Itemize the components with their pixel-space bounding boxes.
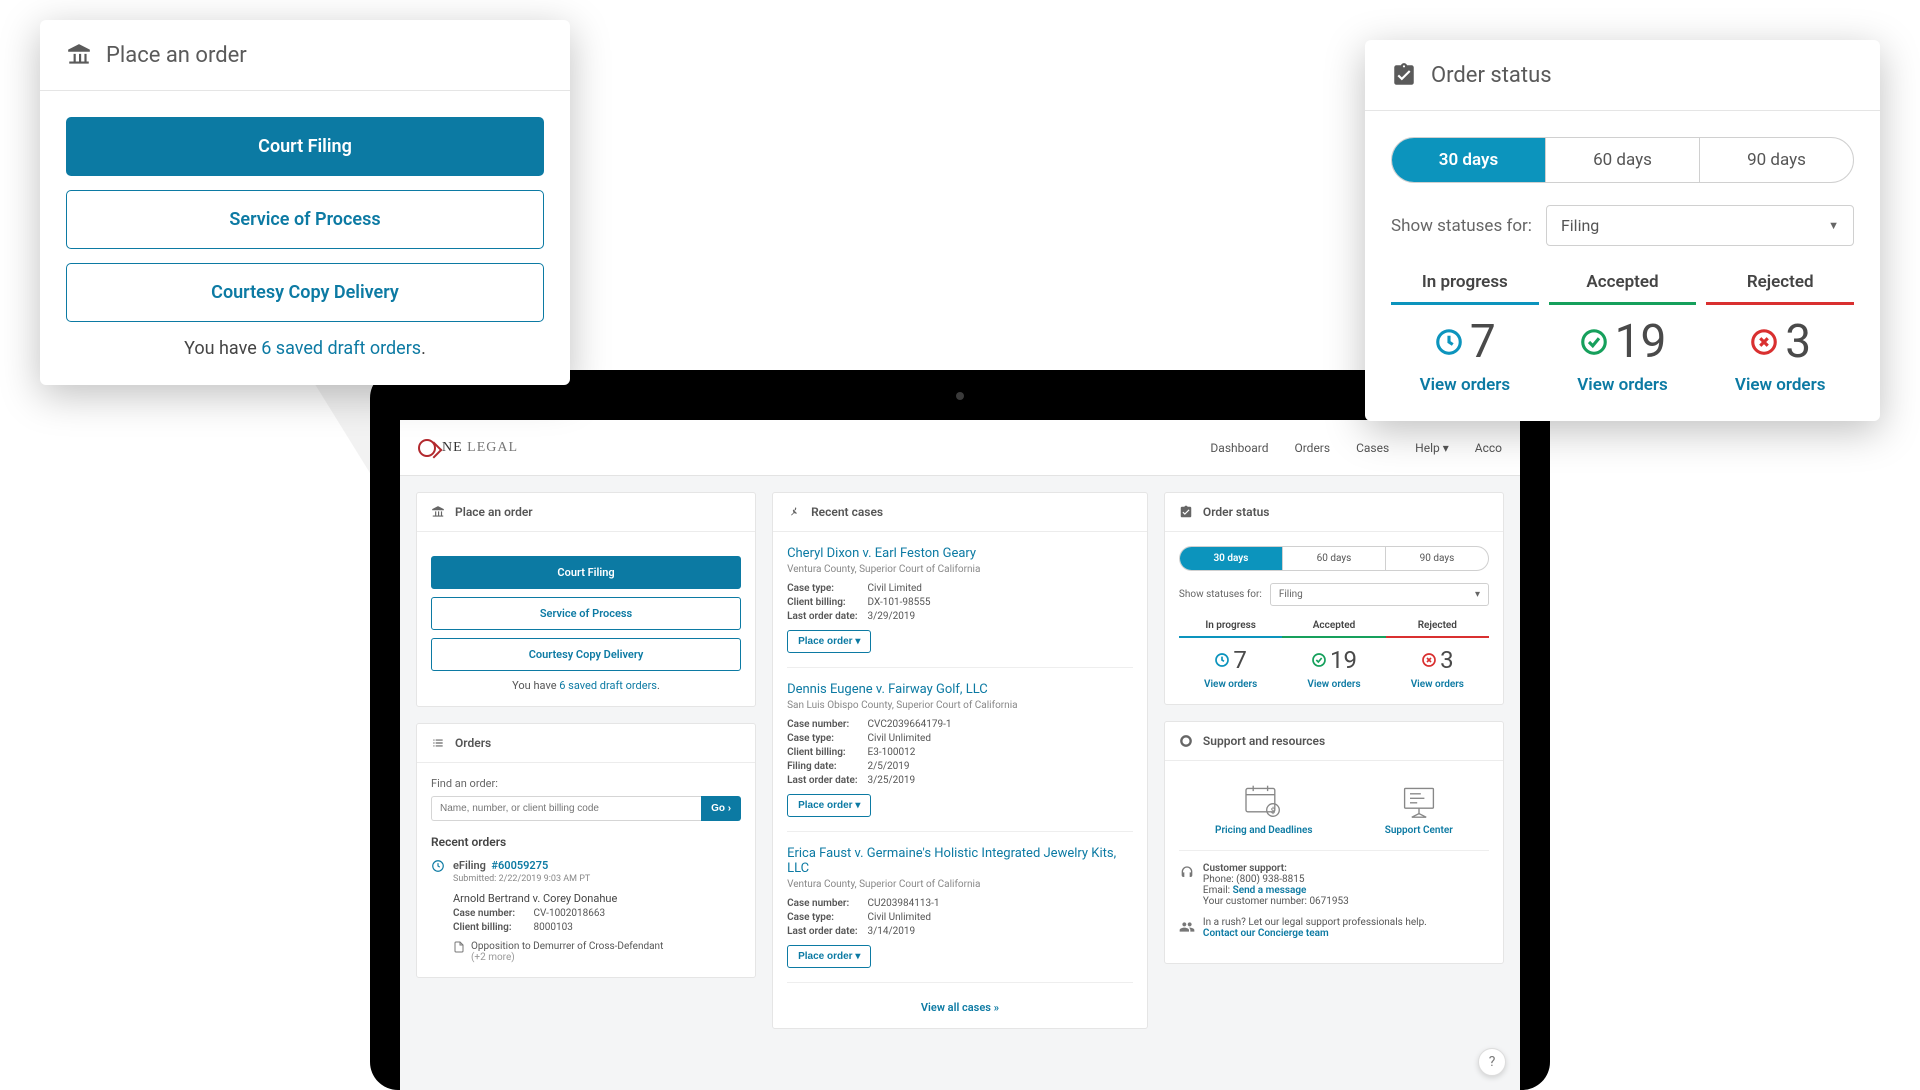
saved-drafts-link[interactable]: 6 saved draft orders xyxy=(261,338,421,359)
order-status-card: Order status 30 days 60 days 90 days Sho… xyxy=(1164,492,1504,705)
popout-title: Place an order xyxy=(106,43,247,68)
primary-nav: Dashboard Orders Cases Help ▾ Acco xyxy=(1210,441,1502,455)
chevron-down-icon: ▾ xyxy=(1475,589,1480,600)
send-message-link[interactable]: Send a message xyxy=(1233,885,1307,896)
check-circle-icon xyxy=(1311,652,1327,668)
view-orders-link[interactable]: View orders xyxy=(1282,679,1385,690)
lifebuoy-icon xyxy=(1179,734,1193,748)
pin-icon xyxy=(787,505,801,519)
view-orders-link[interactable]: View orders xyxy=(1179,679,1282,690)
nav-cases[interactable]: Cases xyxy=(1356,441,1389,455)
nav-orders[interactable]: Orders xyxy=(1294,441,1330,455)
order-ref-link[interactable]: #60059275 xyxy=(491,859,548,872)
recent-cases-card: Recent cases Cheryl Dixon v. Earl Feston… xyxy=(772,492,1148,1029)
place-order-button[interactable]: Place order ▾ xyxy=(787,794,871,817)
service-of-process-button[interactable]: Service of Process xyxy=(431,597,741,630)
view-orders-link[interactable]: View orders xyxy=(1706,375,1854,395)
popout-header: Place an order xyxy=(40,20,570,91)
order-status-popout: Order status 30 days 60 days 90 days Sho… xyxy=(1365,40,1880,421)
view-orders-link[interactable]: View orders xyxy=(1391,375,1539,395)
courthouse-icon xyxy=(66,42,92,68)
nav-dashboard[interactable]: Dashboard xyxy=(1210,441,1268,455)
courtesy-copy-button[interactable]: Courtesy Copy Delivery xyxy=(431,638,741,671)
court-filing-button[interactable]: Court Filing xyxy=(66,117,544,176)
status-filter-label: Show statuses for: xyxy=(1391,216,1532,236)
case-title-link[interactable]: Cheryl Dixon v. Earl Feston Geary xyxy=(787,546,1133,561)
clipboard-check-icon xyxy=(1179,505,1193,519)
segment-90-days[interactable]: 90 days xyxy=(1386,547,1488,570)
status-filter-dropdown[interactable]: Filing▾ xyxy=(1270,583,1489,606)
tablet-device-frame: NE LEGAL Dashboard Orders Cases Help ▾ A… xyxy=(370,370,1550,1090)
case-title-link[interactable]: Dennis Eugene v. Fairway Golf, LLC xyxy=(787,682,1133,697)
status-col-rejected: Rejected 3 View orders xyxy=(1706,272,1854,395)
nav-account[interactable]: Acco xyxy=(1475,441,1502,455)
saved-drafts-text: You have 6 saved draft orders. xyxy=(66,338,544,359)
popout-title: Order status xyxy=(1431,63,1552,88)
x-circle-icon xyxy=(1749,327,1779,357)
service-of-process-button[interactable]: Service of Process xyxy=(66,190,544,249)
orders-card: Orders Find an order: Go › Recent orders xyxy=(416,723,756,978)
segment-30-days[interactable]: 30 days xyxy=(1180,547,1283,570)
clock-icon xyxy=(1214,652,1230,668)
place-order-popout: Place an order Court Filing Service of P… xyxy=(40,20,570,385)
x-circle-icon xyxy=(1421,652,1437,668)
chevron-down-icon: ▼ xyxy=(1828,219,1839,232)
segment-60-days[interactable]: 60 days xyxy=(1546,138,1700,182)
app-header: NE LEGAL Dashboard Orders Cases Help ▾ A… xyxy=(400,420,1520,476)
brand-logo[interactable]: NE LEGAL xyxy=(418,439,518,457)
case-item: Dennis Eugene v. Fairway Golf, LLC San L… xyxy=(787,682,1133,832)
help-fab-button[interactable]: ? xyxy=(1478,1048,1506,1076)
people-icon xyxy=(1179,919,1195,935)
svg-text:$: $ xyxy=(1270,806,1275,816)
court-filing-button[interactable]: Court Filing xyxy=(431,556,741,589)
camera-dot xyxy=(956,392,964,400)
support-card: Support and resources $ Pricing and Dead… xyxy=(1164,721,1504,964)
concierge-link[interactable]: Contact our Concierge team xyxy=(1203,928,1329,939)
nav-help[interactable]: Help ▾ xyxy=(1415,441,1449,455)
presentation-icon xyxy=(1397,783,1441,819)
clock-icon xyxy=(431,859,445,873)
courtesy-copy-button[interactable]: Courtesy Copy Delivery xyxy=(66,263,544,322)
place-order-button[interactable]: Place order ▾ xyxy=(787,630,871,653)
status-col-in-progress: In progress 7 View orders xyxy=(1391,272,1539,395)
place-order-button[interactable]: Place order ▾ xyxy=(787,945,871,968)
case-item: Cheryl Dixon v. Earl Feston Geary Ventur… xyxy=(787,546,1133,668)
segment-60-days[interactable]: 60 days xyxy=(1283,547,1386,570)
place-order-card: Place an order Court Filing Service of P… xyxy=(416,492,756,707)
document-icon xyxy=(453,941,465,953)
recent-order-item: eFiling #60059275 Submitted: 2/22/2019 9… xyxy=(431,859,741,963)
search-go-button[interactable]: Go › xyxy=(701,796,741,821)
case-item: Erica Faust v. Germaine's Holistic Integ… xyxy=(787,846,1133,983)
check-circle-icon xyxy=(1579,327,1609,357)
calendar-money-icon: $ xyxy=(1242,783,1286,819)
case-title-link[interactable]: Erica Faust v. Germaine's Holistic Integ… xyxy=(787,846,1133,876)
support-center-link[interactable]: Support Center xyxy=(1385,783,1453,836)
view-all-cases-link[interactable]: View all cases » xyxy=(787,997,1133,1014)
list-icon xyxy=(431,736,445,750)
saved-drafts-link[interactable]: 6 saved draft orders xyxy=(559,679,657,692)
popout-header: Order status xyxy=(1365,40,1880,111)
segment-90-days[interactable]: 90 days xyxy=(1700,138,1853,182)
headset-icon xyxy=(1179,865,1195,881)
timeframe-segmented-control: 30 days 60 days 90 days xyxy=(1391,137,1854,183)
segment-30-days[interactable]: 30 days xyxy=(1392,138,1546,182)
status-filter-dropdown[interactable]: Filing ▼ xyxy=(1546,205,1854,246)
pricing-deadlines-link[interactable]: $ Pricing and Deadlines xyxy=(1215,783,1312,836)
view-orders-link[interactable]: View orders xyxy=(1386,679,1489,690)
courthouse-icon xyxy=(431,505,445,519)
clock-icon xyxy=(1434,327,1464,357)
view-orders-link[interactable]: View orders xyxy=(1549,375,1697,395)
clipboard-check-icon xyxy=(1391,62,1417,88)
device-screen: NE LEGAL Dashboard Orders Cases Help ▾ A… xyxy=(400,420,1520,1090)
brand-mark-icon xyxy=(418,439,436,457)
status-col-accepted: Accepted 19 View orders xyxy=(1549,272,1697,395)
order-search-input[interactable] xyxy=(431,796,701,821)
